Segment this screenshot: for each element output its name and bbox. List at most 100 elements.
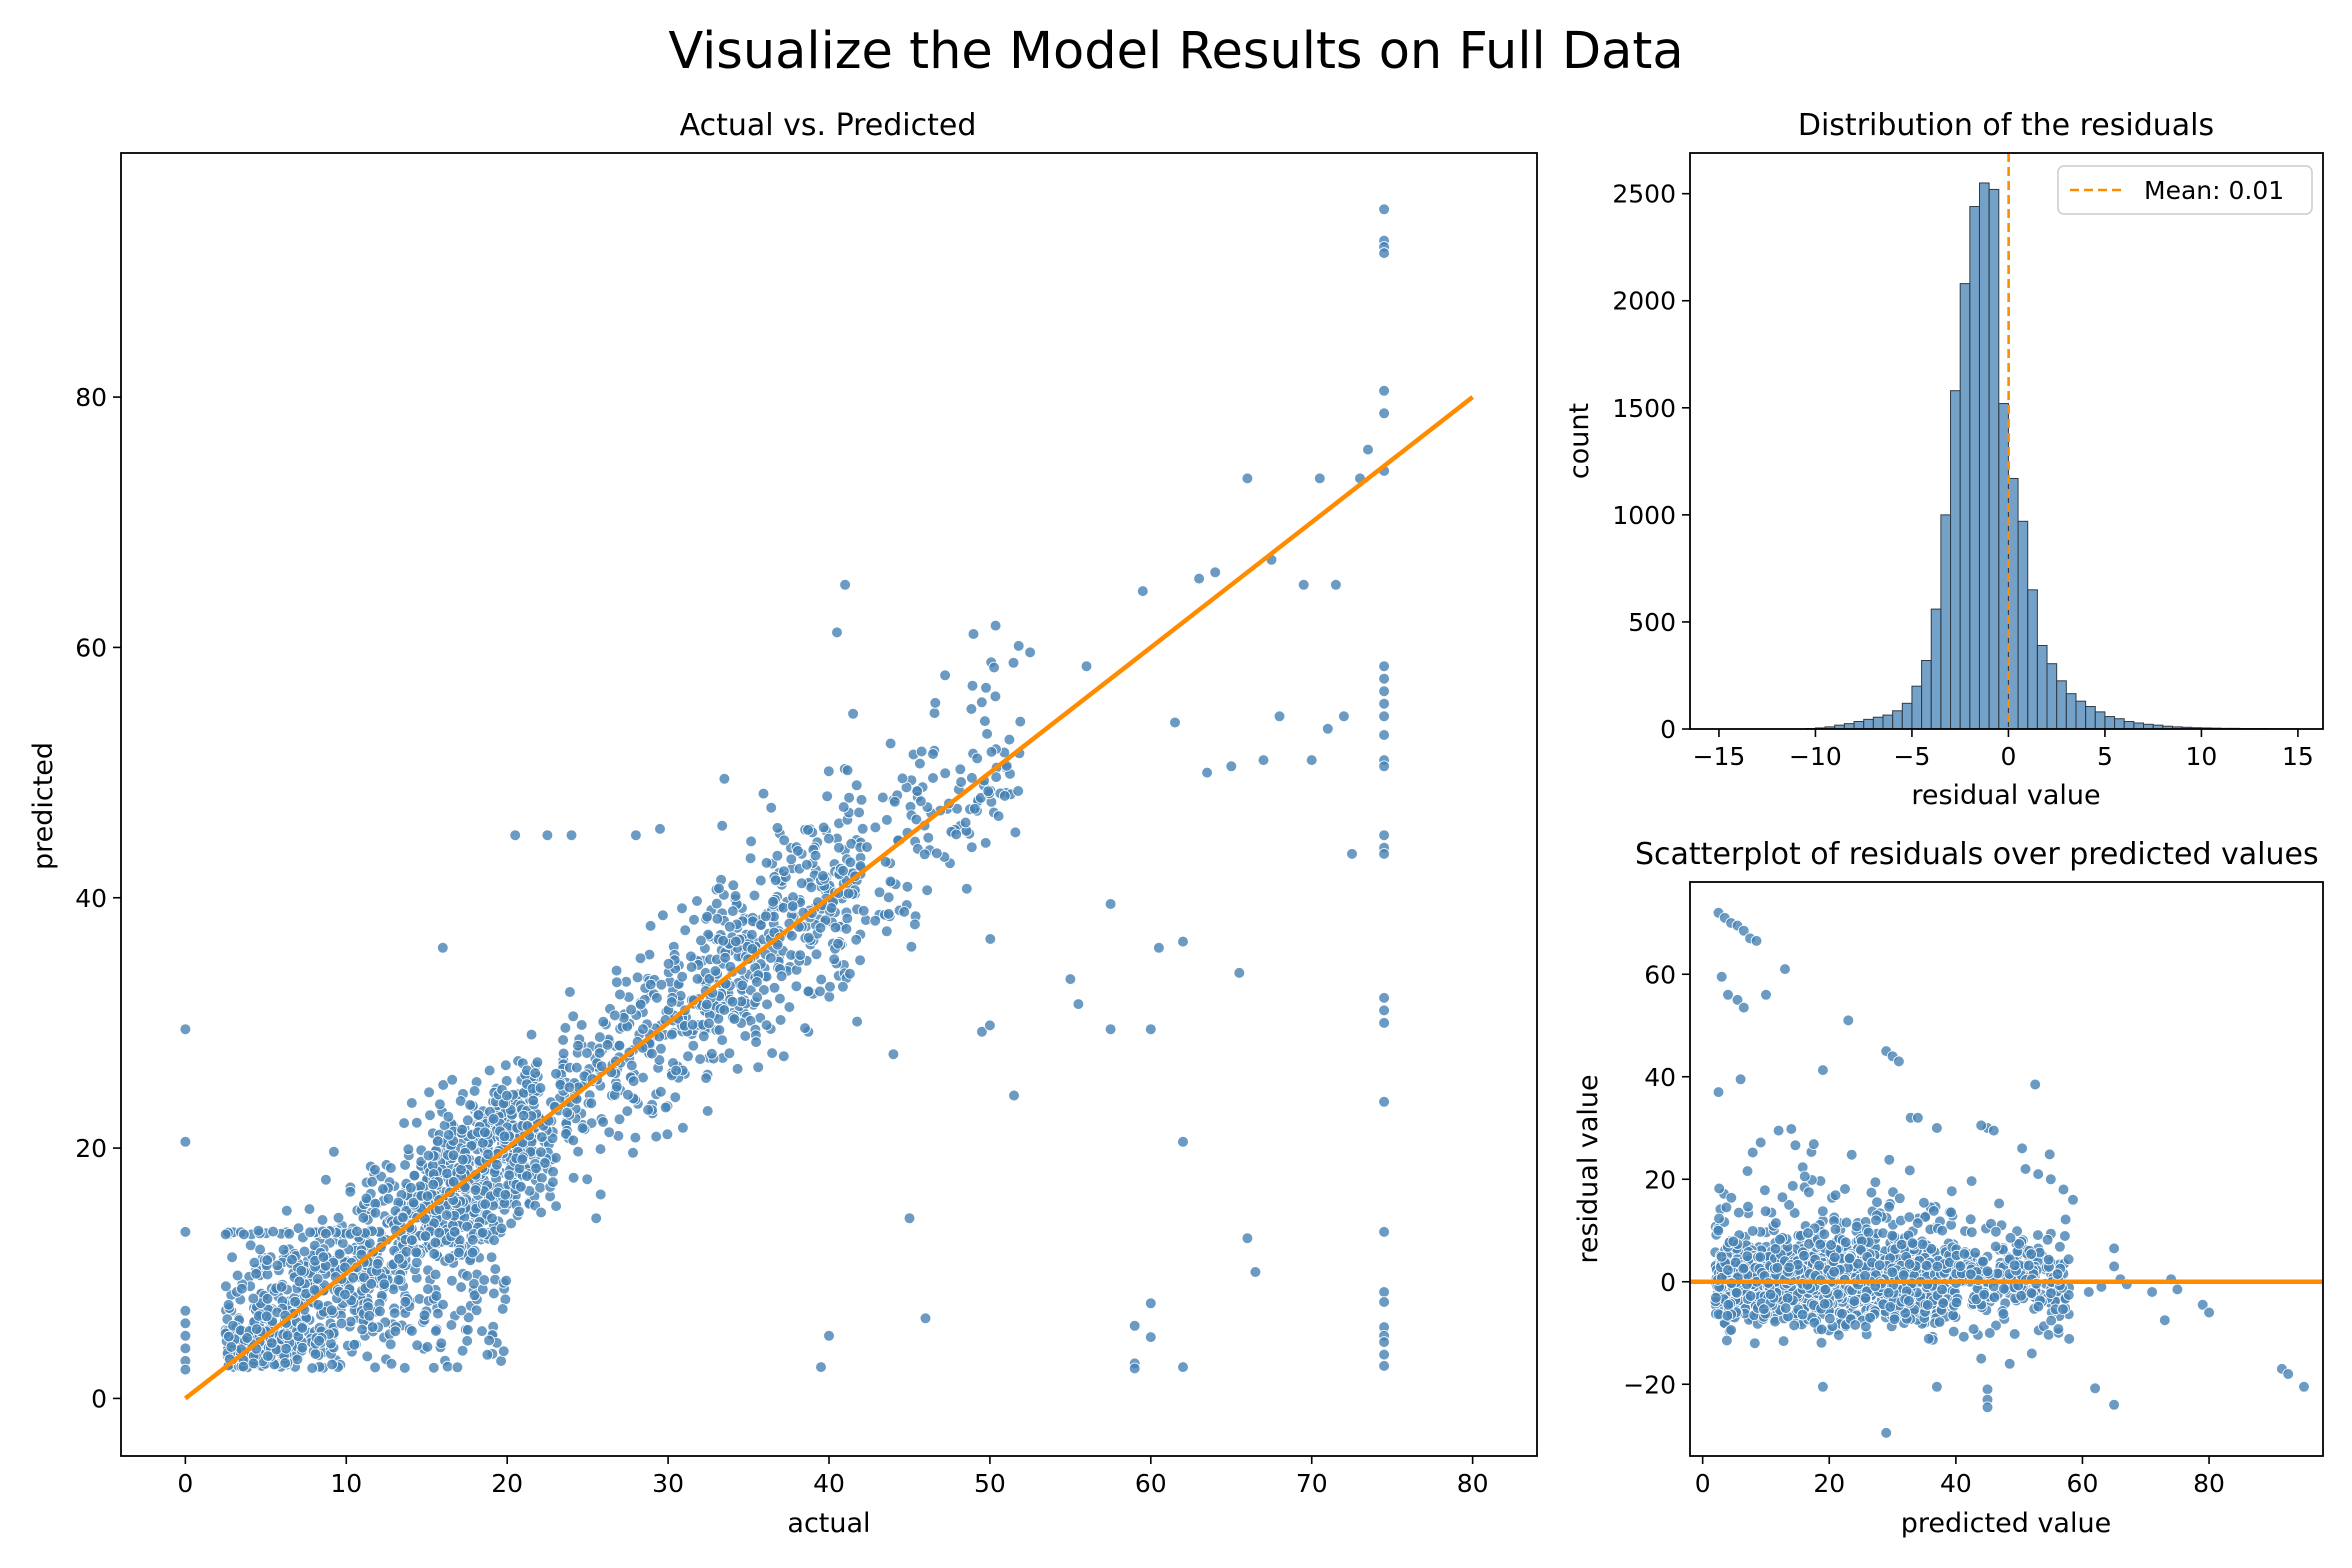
outlier-point [1975,1119,1987,1132]
data-point [1989,1240,2002,1253]
data-point [410,1246,423,1259]
data-point [1903,1295,1915,1307]
outlier-point [2045,1173,2057,1186]
data-point [610,976,623,988]
residuals-vs-predicted-panel: Scatterplot of residuals over predicted … [1573,837,2324,1539]
data-point [1799,1170,1811,1183]
data-point [360,1192,373,1205]
data-point [333,1248,346,1260]
data-point [774,992,786,1005]
outlier-point [2108,1242,2120,1255]
data-point [719,951,731,964]
data-point [1829,1223,1842,1236]
data-point [613,1113,626,1125]
data-point [644,920,657,932]
outlier-point [1842,1014,1855,1027]
data-point [296,1341,309,1354]
p1-ytick-label-3: 60 [75,633,107,662]
data-point [1833,1329,1845,1341]
data-point [1007,656,1020,669]
data-point [1776,1191,1789,1203]
outlier-point [1128,1362,1141,1375]
data-point [1721,1334,1733,1347]
data-point [786,930,798,942]
data-point [267,1225,279,1238]
data-point [357,1212,370,1224]
data-point [1729,1256,1742,1269]
outlier-point [1779,963,1791,975]
outlier-point [2146,1286,2158,1298]
outlier-point [2298,1381,2310,1393]
outlier-point [1378,1226,1390,1238]
data-point [332,1212,345,1224]
data-point [992,810,1005,822]
data-point [567,1171,580,1184]
data-point [325,1337,337,1350]
outlier-point [1378,1096,1390,1108]
outlier-point [2026,1347,2038,1360]
data-point [279,1357,292,1369]
data-point [989,690,1002,703]
data-point [406,1325,418,1337]
outlier-point [1209,566,1221,579]
data-point [1947,1325,1960,1338]
data-point [442,1129,455,1141]
p1-xtick-label-6: 60 [1135,1469,1167,1498]
data-point [535,1131,548,1143]
p1-xtick-label-3: 30 [652,1469,684,1498]
outlier-point [1760,988,1772,1001]
histogram-bar [1853,721,1865,730]
data-point [550,1152,562,1164]
data-point [389,1325,402,1337]
data-point [313,1335,325,1347]
outlier-point [1378,992,1390,1004]
data-point [778,834,790,847]
data-point [1836,1307,1848,1320]
data-point [1788,1207,1801,1219]
data-point [817,821,830,834]
data-point [501,1089,513,1102]
data-point [901,880,914,893]
data-point [1843,1252,1856,1265]
outlier-point [179,1226,192,1238]
data-point [277,1244,290,1256]
outlier-point [1177,1361,1189,1373]
data-point [2042,1253,2055,1266]
data-point [746,928,758,941]
data-point [238,1228,250,1241]
data-point [597,1015,610,1028]
outlier-point [2032,1168,2044,1180]
data-point [1764,1288,1777,1301]
outlier-point [1378,829,1390,841]
residual-distribution-legend: Mean: 0.01 [2057,165,2313,215]
data-point [700,998,713,1011]
outlier-point [179,1317,192,1330]
p2-ytick-label-1: 500 [1628,608,1676,637]
data-point [516,1153,528,1166]
data-point [451,1361,464,1374]
outlier-point [630,829,642,841]
p1-ytick-label-2: 40 [75,884,107,913]
data-point [1808,1316,1821,1329]
data-point [2025,1287,2038,1299]
data-point [2062,1253,2075,1266]
data-point [2041,1234,2054,1246]
data-point [810,948,823,961]
data-point [597,1116,609,1128]
data-point [802,931,815,944]
residual-distribution-panel: Distribution of the residuals −15 −10 −5 0 5… [1564,108,2324,811]
data-point [622,1089,634,1101]
data-point [1741,1165,1754,1177]
data-point [1014,715,1027,728]
data-point [1771,1261,1784,1274]
data-point [561,1106,573,1119]
data-point [837,864,849,877]
data-point [428,1248,441,1260]
data-point [455,1304,468,1317]
data-point [928,707,941,719]
data-point [325,1304,338,1317]
data-point [823,990,836,1003]
data-point [1003,733,1016,746]
data-point [472,1109,485,1121]
data-point [1780,1302,1792,1314]
